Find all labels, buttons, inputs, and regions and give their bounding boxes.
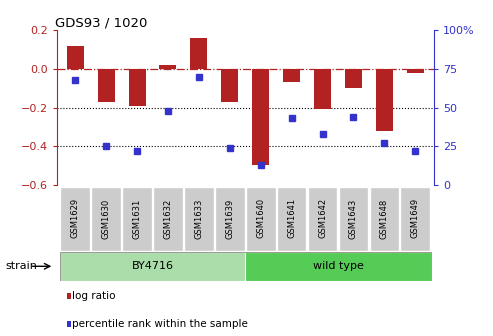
Bar bbox=[252, 69, 269, 165]
Text: GSM1641: GSM1641 bbox=[287, 198, 296, 239]
Text: GSM1630: GSM1630 bbox=[102, 198, 110, 239]
FancyBboxPatch shape bbox=[246, 187, 276, 251]
Text: GSM1632: GSM1632 bbox=[164, 198, 173, 239]
Text: wild type: wild type bbox=[313, 261, 363, 271]
Text: percentile rank within the sample: percentile rank within the sample bbox=[72, 319, 248, 329]
Text: GSM1639: GSM1639 bbox=[225, 198, 234, 239]
FancyBboxPatch shape bbox=[91, 187, 121, 251]
Bar bbox=[283, 69, 300, 82]
Text: GSM1640: GSM1640 bbox=[256, 198, 265, 239]
Bar bbox=[407, 69, 424, 73]
Text: GSM1629: GSM1629 bbox=[70, 198, 80, 239]
FancyBboxPatch shape bbox=[184, 187, 214, 251]
FancyBboxPatch shape bbox=[400, 187, 430, 251]
Bar bbox=[60, 252, 246, 281]
Bar bbox=[376, 69, 393, 131]
Bar bbox=[245, 252, 431, 281]
Text: GSM1643: GSM1643 bbox=[349, 198, 358, 239]
FancyBboxPatch shape bbox=[122, 187, 152, 251]
Bar bbox=[221, 69, 238, 102]
Bar bbox=[98, 69, 115, 102]
Text: GSM1633: GSM1633 bbox=[194, 198, 204, 239]
Text: GSM1642: GSM1642 bbox=[318, 198, 327, 239]
FancyBboxPatch shape bbox=[308, 187, 337, 251]
Text: GSM1648: GSM1648 bbox=[380, 198, 389, 239]
FancyBboxPatch shape bbox=[339, 187, 368, 251]
Text: strain: strain bbox=[5, 261, 37, 271]
Bar bbox=[129, 69, 145, 106]
Text: GSM1649: GSM1649 bbox=[411, 198, 420, 239]
Bar bbox=[159, 65, 176, 69]
FancyBboxPatch shape bbox=[61, 187, 90, 251]
Bar bbox=[190, 38, 208, 69]
Text: log ratio: log ratio bbox=[72, 291, 116, 301]
Bar bbox=[345, 69, 362, 88]
Text: GSM1631: GSM1631 bbox=[133, 198, 141, 239]
FancyBboxPatch shape bbox=[153, 187, 183, 251]
FancyBboxPatch shape bbox=[370, 187, 399, 251]
Bar bbox=[67, 46, 84, 69]
FancyBboxPatch shape bbox=[215, 187, 245, 251]
FancyBboxPatch shape bbox=[277, 187, 307, 251]
Text: BY4716: BY4716 bbox=[132, 261, 174, 271]
Bar bbox=[314, 69, 331, 110]
Text: GDS93 / 1020: GDS93 / 1020 bbox=[55, 16, 147, 29]
